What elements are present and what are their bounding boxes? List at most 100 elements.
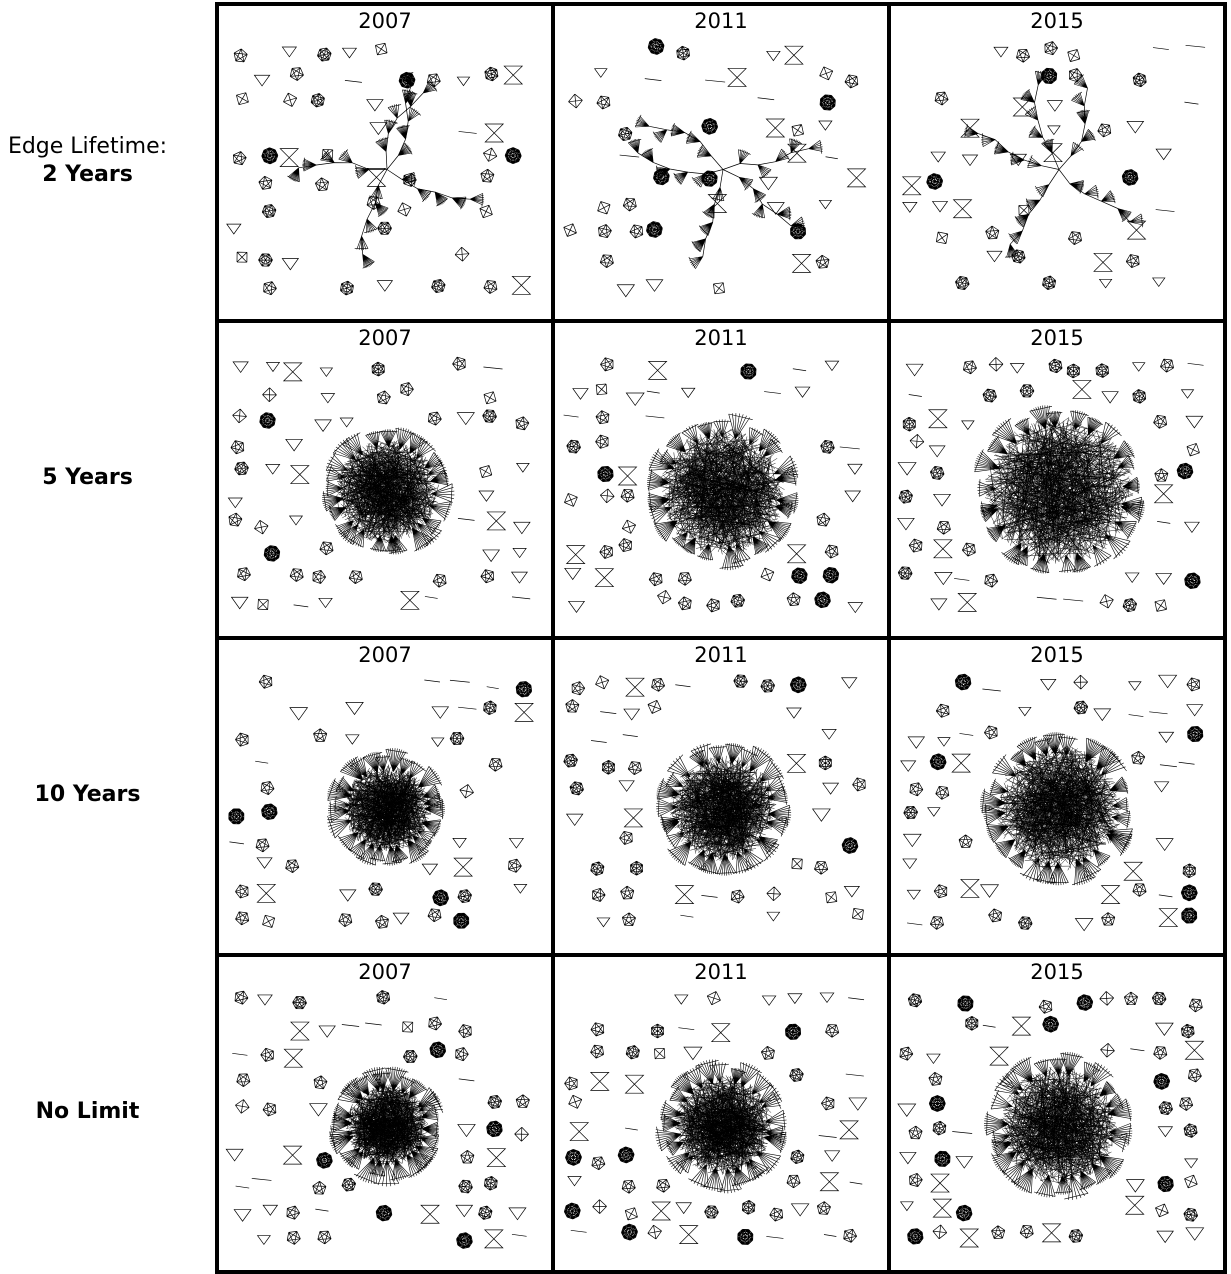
clique-node	[984, 573, 999, 588]
triangle-node	[905, 363, 924, 377]
fan-cluster	[698, 222, 713, 236]
bowtie-node	[787, 143, 807, 163]
clique-node	[785, 1023, 802, 1040]
clique-node	[790, 1149, 805, 1165]
fan-cluster	[1045, 410, 1063, 428]
bowtie-node	[960, 118, 980, 138]
fan-cluster	[1096, 745, 1121, 771]
fan-cluster	[1093, 849, 1111, 868]
edge-pair	[1184, 101, 1199, 105]
triangle-node	[926, 1053, 941, 1065]
clique-node	[598, 224, 612, 239]
fan-cluster	[1098, 1155, 1124, 1179]
clique-node	[563, 753, 578, 768]
triangle-node	[392, 912, 410, 925]
clique-node	[791, 567, 808, 584]
clique-node	[319, 541, 334, 556]
edge-pair	[818, 1135, 837, 1138]
clique-node	[486, 1120, 503, 1138]
triangle-node	[1158, 674, 1178, 689]
bowtie-node	[420, 1204, 440, 1224]
fan-cluster	[355, 842, 376, 866]
clique-node	[400, 382, 414, 397]
fan-cluster	[681, 423, 699, 444]
clique-node	[647, 699, 662, 714]
clique-node	[590, 1044, 604, 1059]
clique-node	[236, 251, 248, 263]
triangle-node	[1039, 679, 1057, 691]
fan-cluster	[717, 1167, 742, 1194]
triangle-node	[341, 47, 358, 59]
bowtie-node	[279, 148, 300, 167]
clique-node	[677, 596, 692, 611]
fan-cluster	[980, 501, 997, 517]
fan-cluster	[1092, 545, 1112, 567]
clique-node	[816, 1201, 831, 1215]
triangle-node	[766, 911, 781, 922]
bowtie-node	[1043, 143, 1063, 163]
clique-node	[599, 254, 614, 268]
bowtie-node	[930, 1173, 950, 1193]
clique-node	[235, 1099, 250, 1114]
triangle-node	[907, 736, 926, 749]
clique-node	[235, 911, 250, 926]
clique-node	[654, 1047, 666, 1060]
fan-cluster	[395, 427, 416, 450]
edge-pair	[458, 706, 477, 710]
clique-node	[988, 908, 1002, 923]
edge-pair	[1036, 596, 1057, 600]
fan-cluster	[1100, 751, 1127, 776]
fan-cluster	[1010, 749, 1027, 767]
clique-node	[935, 231, 949, 244]
edge-pair	[293, 604, 309, 608]
clique-node	[1018, 204, 1030, 216]
network-drawing	[563, 674, 866, 928]
fan-cluster	[989, 778, 1009, 796]
fan-cluster	[731, 1166, 751, 1187]
clique-node	[1073, 674, 1088, 690]
edge-pair	[954, 578, 970, 581]
fan-cluster	[1101, 190, 1116, 204]
triangle-node	[1018, 706, 1032, 717]
clique-node	[232, 151, 247, 166]
clique-node	[630, 860, 643, 876]
bowtie-node	[952, 199, 973, 219]
clique-node	[1066, 363, 1080, 379]
triangle-node	[930, 151, 947, 163]
edge-pair	[1063, 598, 1084, 602]
fan-cluster	[287, 167, 300, 183]
edge-pair	[1128, 714, 1144, 717]
edge-pair	[457, 518, 475, 521]
clique-node	[760, 1045, 775, 1060]
fan-cluster	[396, 125, 410, 140]
edge-pair	[1152, 47, 1169, 50]
triangle-node	[1131, 362, 1146, 372]
fan-cluster	[808, 140, 823, 154]
panel-year-label: 2011	[694, 326, 748, 350]
edge-pair	[766, 1236, 784, 1239]
clique-node	[228, 808, 245, 825]
fan-cluster	[683, 1065, 703, 1089]
clique-node	[429, 1041, 447, 1059]
fan-cluster	[691, 238, 706, 252]
network-drawing	[897, 991, 1205, 1248]
bowtie-node	[290, 1021, 310, 1041]
clique-node	[841, 837, 859, 854]
triangle-node	[1156, 1230, 1174, 1244]
clique-node	[338, 913, 353, 928]
fan-cluster	[385, 748, 409, 772]
triangle-node	[1093, 708, 1112, 722]
edge-pair	[458, 131, 477, 134]
clique-node	[730, 889, 745, 904]
fan-cluster	[777, 206, 792, 221]
bowtie-node	[594, 568, 615, 588]
clique-node	[1101, 912, 1116, 926]
network-drawing	[563, 357, 864, 614]
bowtie-node	[623, 808, 644, 828]
clique-node	[852, 777, 866, 792]
network-panel: 2015	[887, 319, 1227, 640]
network-drawing	[900, 673, 1204, 932]
triangle-node	[821, 729, 837, 740]
clique-node	[786, 592, 801, 606]
clique-node	[1016, 49, 1031, 63]
